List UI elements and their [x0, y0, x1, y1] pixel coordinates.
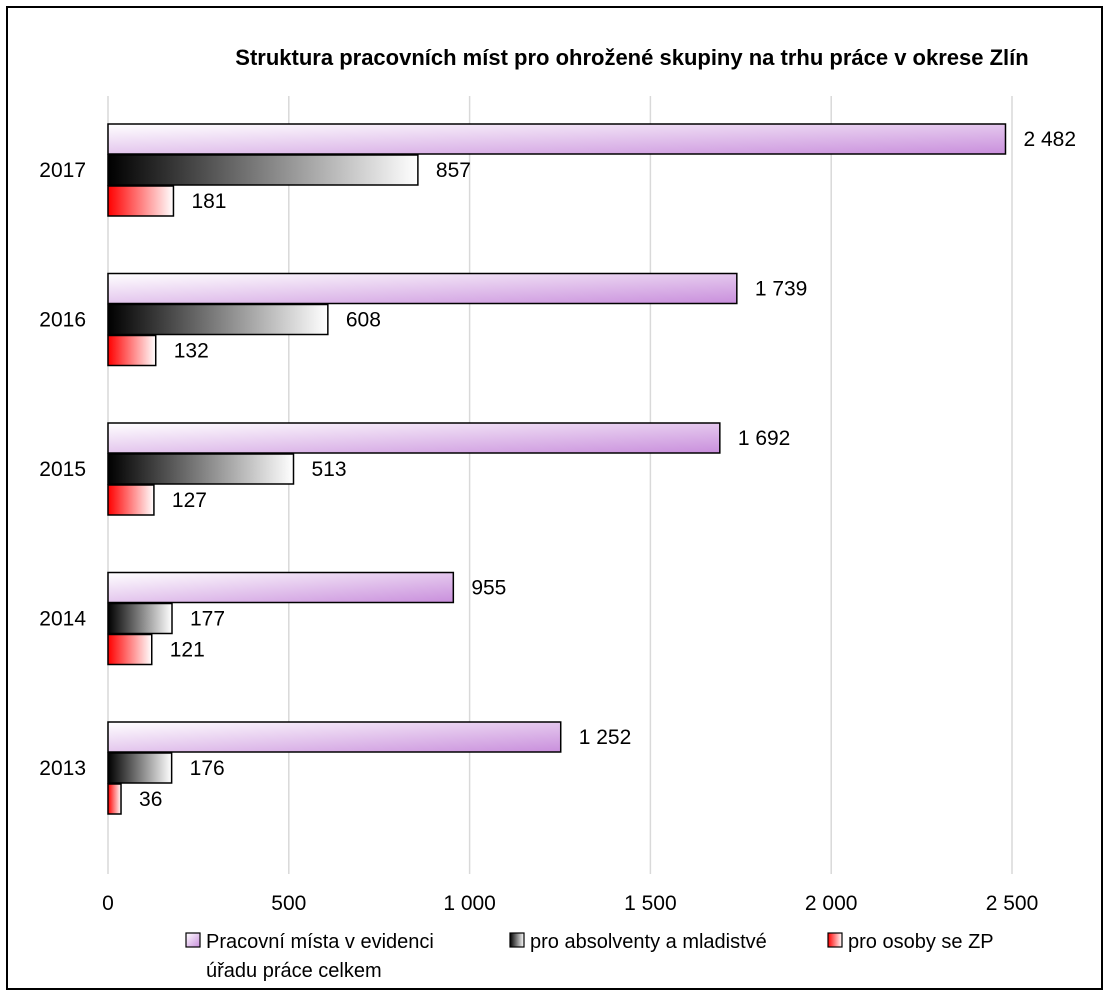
grid-lines: [107, 96, 1013, 874]
x-tick-label-1: 500: [271, 892, 306, 915]
x-tick-label-2: 1 000: [443, 892, 496, 915]
data-label-2014-series-0: 955: [471, 577, 506, 600]
bar-2013-series-0: [107, 721, 562, 753]
data-label-2016-series-2: 132: [174, 340, 209, 363]
data-label-2015-series-2: 127: [172, 489, 207, 512]
bar-2013-series-1: [107, 752, 173, 784]
data-label-2016-series-0: 1 739: [755, 278, 808, 301]
data-label-2016-series-1: 608: [346, 309, 381, 332]
bar-2016-series-1: [107, 303, 329, 336]
x-tick-label-3: 1 500: [624, 892, 677, 915]
y-label-2013: 2013: [39, 757, 86, 780]
bar-2017-series-0: [107, 123, 1007, 155]
legend-label-0: Pracovní místa v evidenci: [206, 931, 434, 953]
data-label-2017-series-2: 181: [191, 190, 226, 213]
legend: Pracovní místa v evidenci úřadu práce cel…: [185, 931, 994, 982]
chart-title: Struktura pracovních míst pro ohrožené s…: [235, 45, 1028, 70]
data-label-2017-series-1: 857: [436, 159, 471, 182]
data-label-2013-series-0: 1 252: [579, 726, 632, 749]
legend-label-0-line-1: úřadu práce celkem: [206, 960, 382, 982]
bar-2015-series-2: [107, 484, 155, 516]
legend-swatch-1: [509, 932, 525, 948]
y-label-2016: 2016: [39, 309, 86, 332]
bar-2017-series-1: [107, 154, 419, 186]
legend-swatch-2: [827, 932, 843, 948]
y-axis-labels: 2017 2016 2015 2014 2013: [39, 159, 86, 780]
bar-2016-series-2: [107, 334, 157, 367]
bar-2014-series-1: [107, 602, 173, 635]
legend-label-1: pro absolventy a mladistvé: [530, 931, 767, 953]
y-label-2014: 2014: [39, 608, 86, 631]
legend-label-2: pro osoby se ZP: [848, 931, 994, 953]
data-label-2017-series-0: 2 482: [1023, 128, 1076, 151]
data-label-2014-series-1: 177: [190, 608, 225, 631]
x-tick-label-0: 0: [102, 892, 114, 915]
y-label-2015: 2015: [39, 458, 86, 481]
x-tick-label-5: 2 500: [986, 892, 1039, 915]
legend-swatch-0: [185, 932, 201, 948]
data-label-2015-series-0: 1 692: [738, 427, 791, 450]
bar-2017-series-2: [107, 185, 175, 217]
bar-chart: Struktura pracovních míst pro ohrožené s…: [39, 45, 1076, 982]
bar-2013-series-2: [107, 783, 122, 815]
chart-frame: Struktura pracovních míst pro ohrožené s…: [6, 6, 1103, 990]
x-axis-labels: 0 500 1 000 1 500 2 000 2 500: [102, 892, 1038, 915]
data-label-2014-series-2: 121: [170, 639, 205, 662]
bar-2016-series-0: [107, 272, 738, 305]
x-tick-label-4: 2 000: [805, 892, 858, 915]
bar-2014-series-2: [107, 633, 153, 666]
bar-2014-series-0: [107, 571, 455, 604]
bars: 2 482 857 181 1 739 608 132 1 692 513 127 955 177 1…: [107, 123, 1076, 815]
data-label-2013-series-1: 176: [190, 757, 225, 780]
bar-2015-series-1: [107, 453, 295, 485]
data-label-2013-series-2: 36: [139, 788, 162, 811]
y-label-2017: 2017: [39, 159, 86, 182]
bar-2015-series-0: [107, 422, 721, 454]
data-label-2015-series-1: 513: [312, 458, 347, 481]
